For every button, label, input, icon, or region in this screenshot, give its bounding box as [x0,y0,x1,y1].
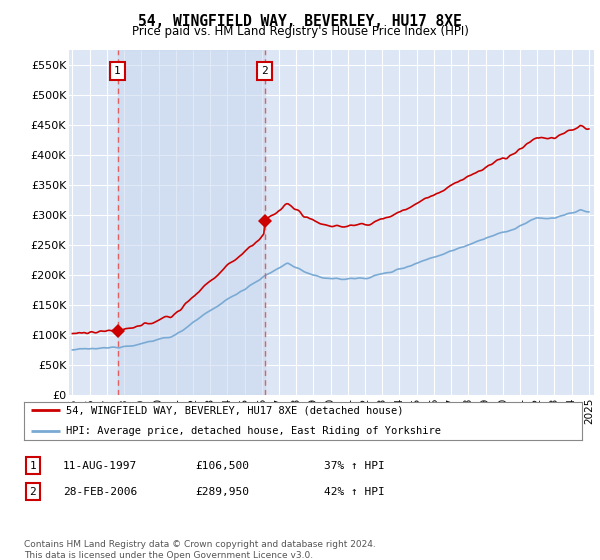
Text: 37% ↑ HPI: 37% ↑ HPI [324,461,385,471]
Text: £106,500: £106,500 [195,461,249,471]
Text: 2: 2 [261,67,268,76]
Text: 54, WINGFIELD WAY, BEVERLEY, HU17 8XE: 54, WINGFIELD WAY, BEVERLEY, HU17 8XE [138,14,462,29]
Text: 54, WINGFIELD WAY, BEVERLEY, HU17 8XE (detached house): 54, WINGFIELD WAY, BEVERLEY, HU17 8XE (d… [66,405,403,416]
Text: 11-AUG-1997: 11-AUG-1997 [63,461,137,471]
Text: £289,950: £289,950 [195,487,249,497]
Text: 1: 1 [29,461,37,471]
Text: 2: 2 [29,487,37,497]
Bar [118,50,265,395]
Text: 42% ↑ HPI: 42% ↑ HPI [324,487,385,497]
Text: 28-FEB-2006: 28-FEB-2006 [63,487,137,497]
Text: Contains HM Land Registry data © Crown copyright and database right 2024.
This d: Contains HM Land Registry data © Crown c… [24,540,376,560]
Text: HPI: Average price, detached house, East Riding of Yorkshire: HPI: Average price, detached house, East… [66,426,441,436]
Text: Price paid vs. HM Land Registry's House Price Index (HPI): Price paid vs. HM Land Registry's House … [131,25,469,38]
Text: 1: 1 [114,67,121,76]
